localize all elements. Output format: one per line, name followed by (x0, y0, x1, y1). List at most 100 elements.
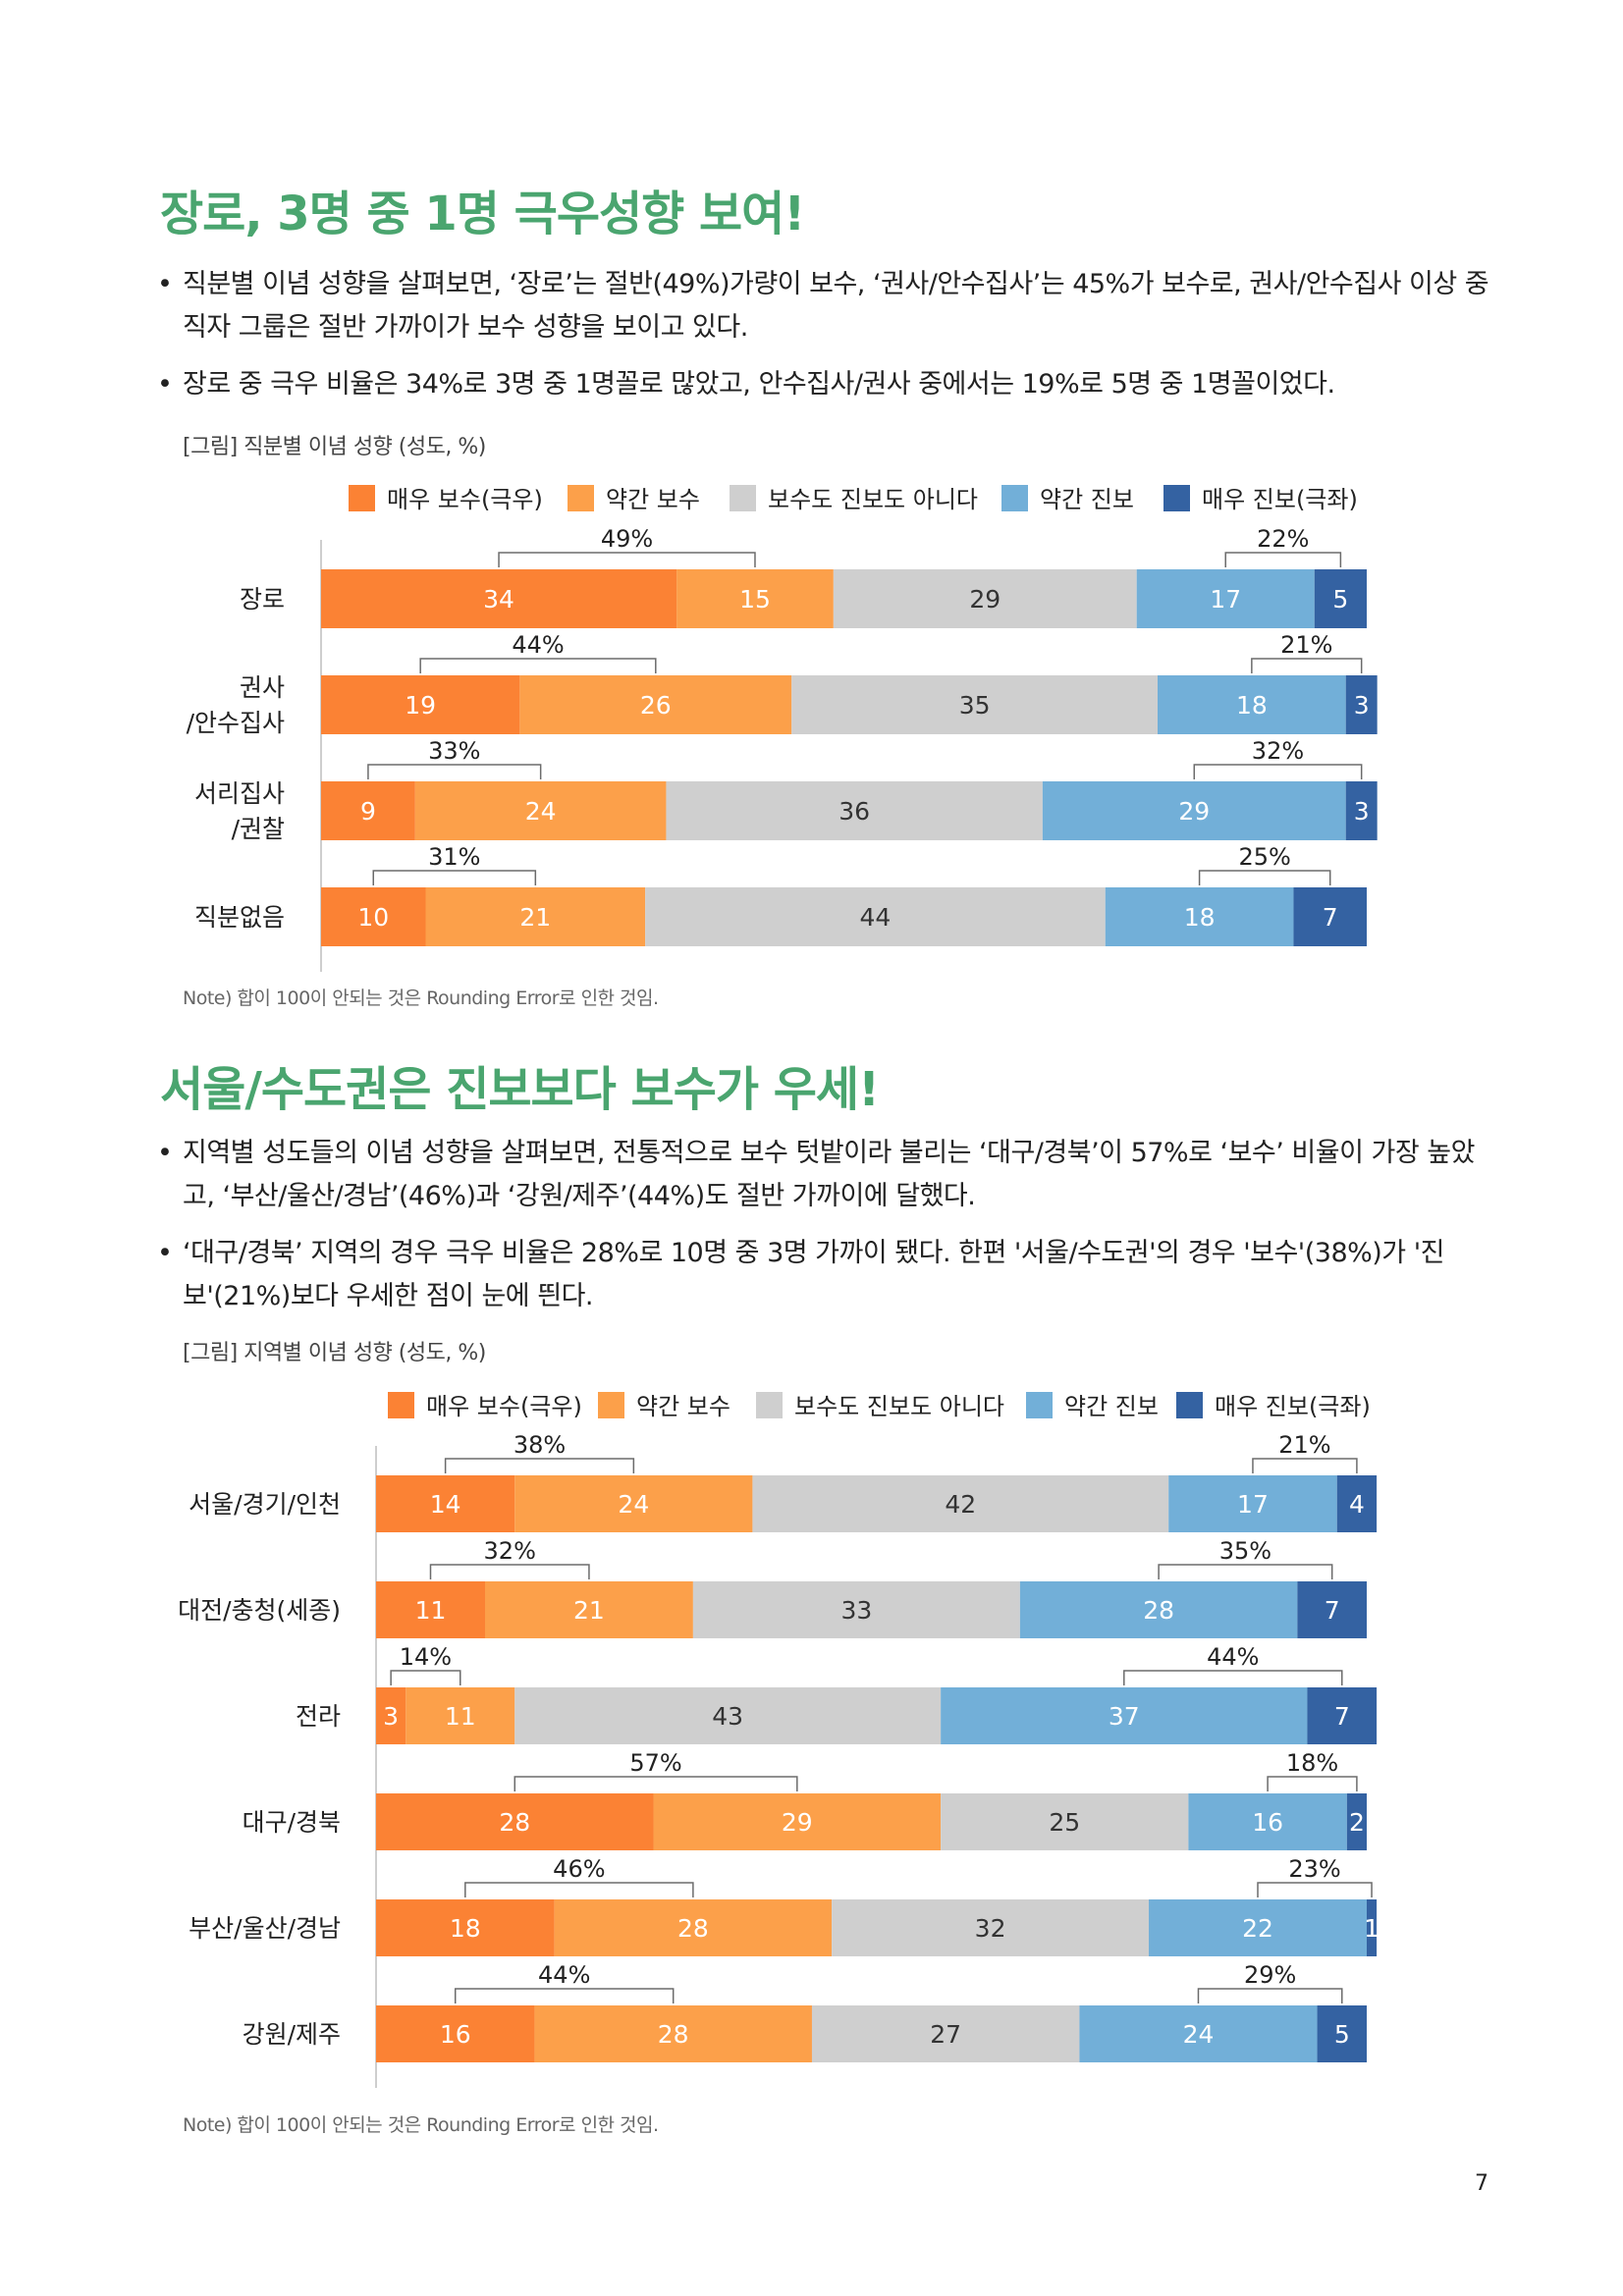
legend-label: 보수도 진보도 아니다 (768, 486, 978, 513)
progressive-bracket (1123, 1670, 1343, 1685)
bar-segment (1345, 675, 1378, 734)
data-label: 16 (1252, 1808, 1283, 1837)
category-label: 부산/울산/경남 (189, 1914, 341, 1943)
bar-segment (941, 1793, 1189, 1850)
legend-swatch (730, 485, 756, 511)
data-label: 28 (658, 2020, 689, 2049)
data-label: 24 (525, 797, 557, 826)
bar-segment (321, 675, 520, 734)
category-label: 서리집사 (194, 779, 285, 808)
data-label: 28 (677, 1914, 709, 1943)
bar-segment (1079, 2005, 1318, 2062)
conservative-total-label: 57% (629, 1749, 681, 1777)
category-label: /권찰 (232, 815, 285, 843)
data-label: 17 (1237, 1490, 1269, 1519)
category-label: 대전/충청(세종) (178, 1596, 341, 1625)
data-label: 18 (1236, 691, 1268, 720)
progressive-total-label: 32% (1252, 737, 1304, 765)
data-label: 25 (1049, 1808, 1080, 1837)
bar-segment (1297, 1581, 1367, 1638)
conservative-bracket (372, 870, 537, 885)
data-label: 22 (1242, 1914, 1273, 1943)
category-label: 장로 (240, 585, 285, 614)
bar-segment (1336, 1475, 1378, 1532)
bar-segment (1105, 887, 1294, 946)
bullet-item: 지역별 성도들의 이념 성향을 살펴보면, 전통적으로 보수 텃밭이라 불리는 … (157, 1132, 1492, 1218)
progressive-total-label: 18% (1286, 1749, 1338, 1777)
bar-segment (514, 1475, 753, 1532)
data-label: 27 (930, 2020, 961, 2049)
conservative-total-label: 38% (514, 1431, 566, 1459)
conservative-total-label: 44% (512, 631, 564, 659)
progressive-total-label: 21% (1278, 1431, 1330, 1459)
bar-segment (1367, 1899, 1378, 1956)
bar-segment (676, 569, 834, 628)
bar-segment (376, 1899, 555, 1956)
data-label: 3 (1354, 691, 1370, 720)
conservative-total-label: 14% (400, 1643, 452, 1671)
data-label: 10 (357, 903, 389, 932)
data-label: 18 (1184, 903, 1216, 932)
data-label: 34 (483, 585, 514, 614)
conservative-total-label: 31% (428, 843, 480, 871)
bar-segment (791, 675, 1158, 734)
section-title-1: 장로, 3명 중 1명 극우성향 보여! (160, 187, 805, 241)
legend-swatch (1163, 485, 1190, 511)
bar-segment (1149, 1899, 1367, 1956)
bar-segment (321, 887, 426, 946)
bar-segment (406, 1687, 515, 1744)
data-label: 21 (573, 1596, 605, 1625)
legend-swatch (568, 485, 594, 511)
bullet-item: 직분별 이념 성향을 살펴보면, ‘장로’는 절반(49%)가량이 보수, ‘권… (157, 263, 1492, 349)
data-label: 5 (1332, 585, 1348, 614)
data-label: 11 (415, 1596, 447, 1625)
legend-label: 매우 진보(극좌) (1202, 486, 1358, 513)
bar-segment (1307, 1687, 1378, 1744)
data-label: 4 (1349, 1490, 1365, 1519)
progressive-bracket (1267, 1776, 1358, 1791)
legend-label: 약간 보수 (636, 1393, 730, 1420)
bar-segment (1042, 781, 1346, 840)
bar-segment (1168, 1475, 1337, 1532)
bar-segment (554, 1899, 833, 1956)
bar-segment (534, 2005, 812, 2062)
bar-segment (376, 1687, 406, 1744)
bar-segment (666, 781, 1043, 840)
bar-segment (1345, 781, 1378, 840)
conservative-total-label: 44% (538, 1961, 590, 1989)
data-label: 24 (1183, 2020, 1215, 2049)
progressive-total-label: 21% (1280, 631, 1332, 659)
data-label: 29 (1178, 797, 1210, 826)
progressive-bracket (1224, 552, 1342, 567)
legend-swatch (388, 1392, 414, 1418)
legend-label: 약간 진보 (1064, 1393, 1159, 1420)
conservative-total-label: 49% (601, 525, 653, 553)
data-label: 14 (430, 1490, 461, 1519)
category-label: 전라 (296, 1702, 341, 1731)
legend-swatch (756, 1392, 783, 1418)
bullet-list-2: 지역별 성도들의 이념 성향을 살펴보면, 전통적으로 보수 텃밭이라 불리는 … (157, 1132, 1492, 1332)
bar-segment (376, 1475, 515, 1532)
bar-segment (376, 1581, 485, 1638)
conservative-bracket (367, 764, 542, 779)
data-label: 15 (739, 585, 771, 614)
data-label: 36 (839, 797, 870, 826)
conservative-bracket (514, 1776, 798, 1791)
data-label: 18 (450, 1914, 481, 1943)
bar-segment (1019, 1581, 1298, 1638)
bar-segment (321, 781, 415, 840)
progressive-total-label: 22% (1257, 525, 1309, 553)
data-label: 21 (519, 903, 551, 932)
legend-label: 매우 보수(극우) (387, 486, 543, 513)
bar-segment (941, 1687, 1308, 1744)
data-label: 43 (712, 1702, 743, 1731)
data-label: 16 (440, 2020, 471, 2049)
legend-swatch (598, 1392, 624, 1418)
bar-segment (1188, 1793, 1347, 1850)
data-label: 1 (1364, 1914, 1380, 1943)
data-label: 7 (1334, 1702, 1350, 1731)
bar-segment (1158, 675, 1346, 734)
data-label: 3 (1354, 797, 1370, 826)
progressive-bracket (1251, 658, 1363, 673)
bar-segment (1346, 1793, 1367, 1850)
